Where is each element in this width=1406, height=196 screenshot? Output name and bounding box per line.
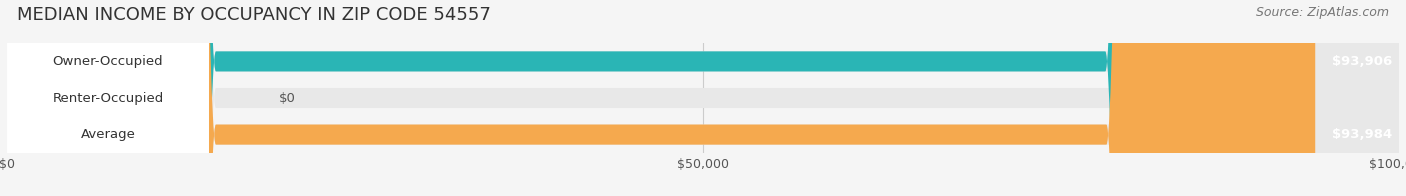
FancyBboxPatch shape bbox=[7, 0, 1315, 196]
FancyBboxPatch shape bbox=[7, 0, 1399, 196]
Text: $93,906: $93,906 bbox=[1331, 55, 1392, 68]
FancyBboxPatch shape bbox=[0, 0, 90, 196]
Text: Average: Average bbox=[80, 128, 135, 141]
Text: Owner-Occupied: Owner-Occupied bbox=[52, 55, 163, 68]
Text: $93,984: $93,984 bbox=[1331, 128, 1392, 141]
FancyBboxPatch shape bbox=[7, 0, 1399, 196]
Text: Source: ZipAtlas.com: Source: ZipAtlas.com bbox=[1256, 6, 1389, 19]
Text: Renter-Occupied: Renter-Occupied bbox=[52, 92, 163, 104]
Text: $0: $0 bbox=[278, 92, 295, 104]
FancyBboxPatch shape bbox=[7, 0, 209, 196]
FancyBboxPatch shape bbox=[7, 0, 209, 196]
Text: MEDIAN INCOME BY OCCUPANCY IN ZIP CODE 54557: MEDIAN INCOME BY OCCUPANCY IN ZIP CODE 5… bbox=[17, 6, 491, 24]
FancyBboxPatch shape bbox=[7, 0, 1315, 196]
FancyBboxPatch shape bbox=[7, 0, 209, 196]
FancyBboxPatch shape bbox=[7, 0, 1399, 196]
